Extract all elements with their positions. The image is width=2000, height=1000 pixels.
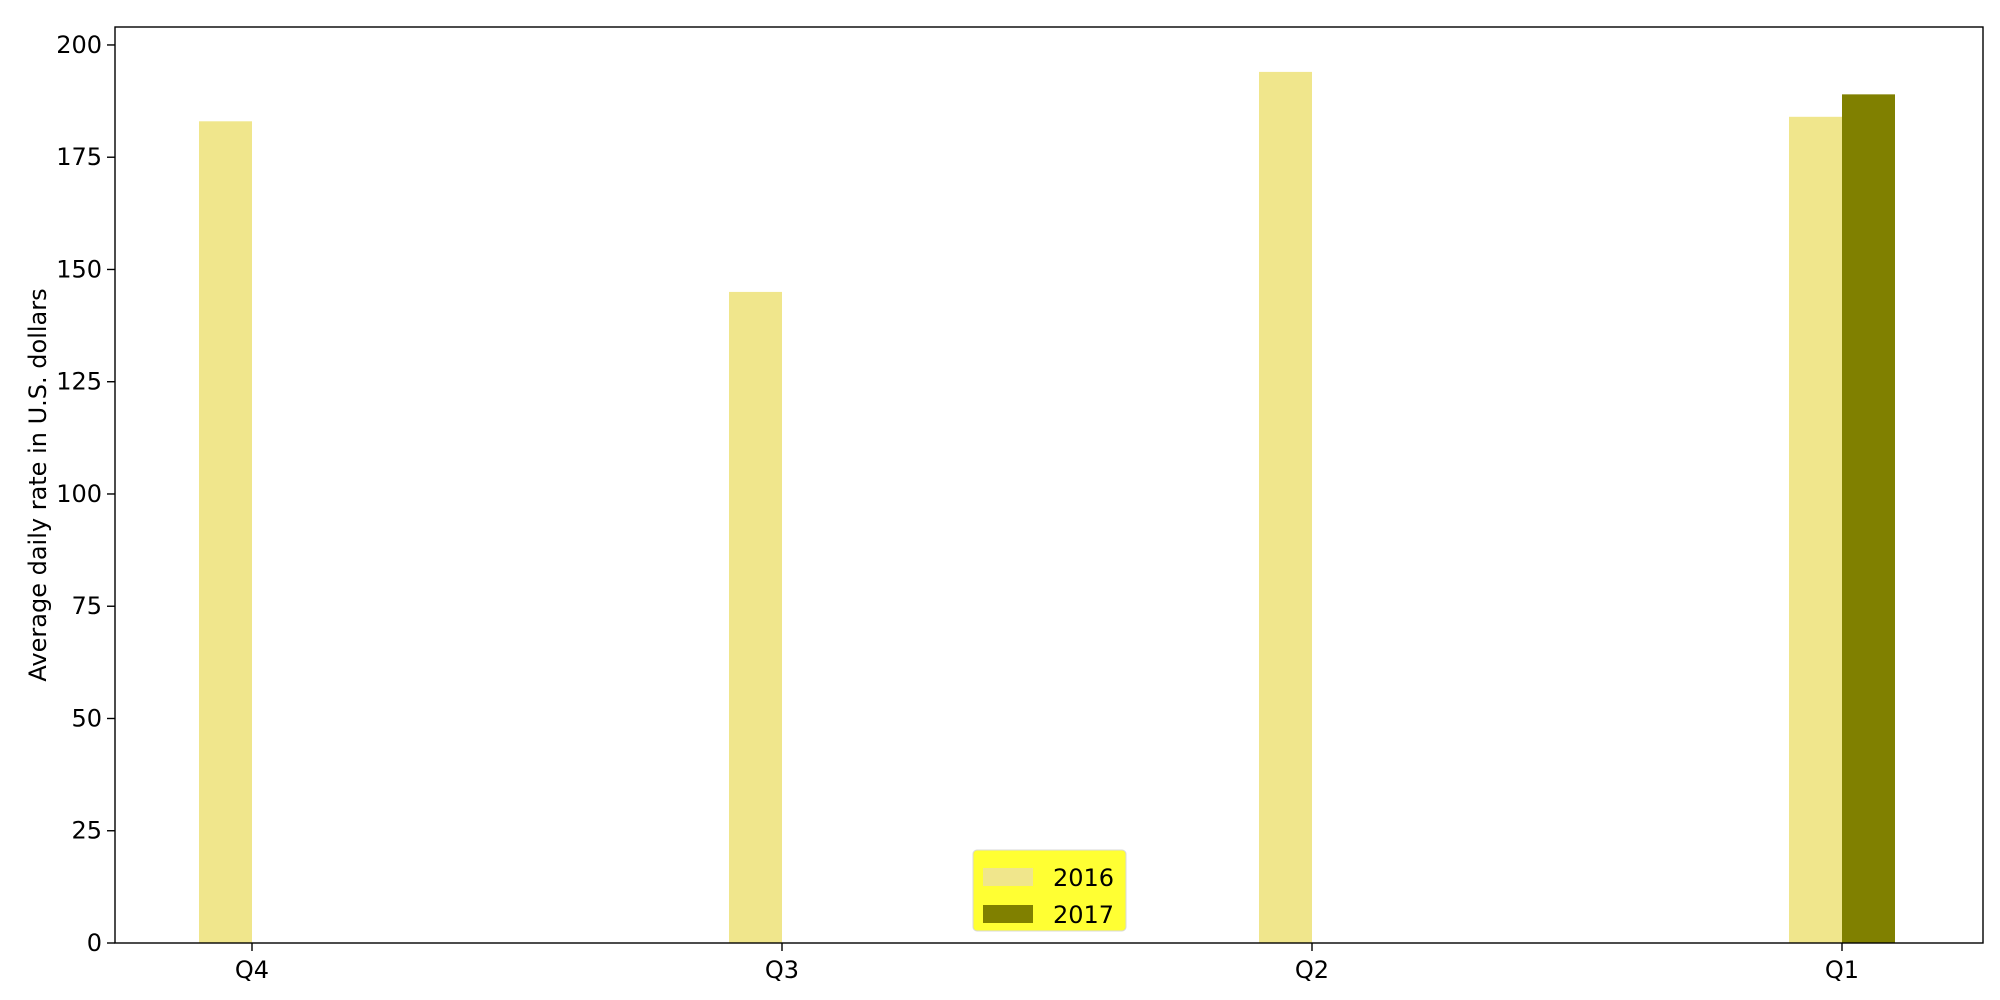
legend: 2016 2017	[972, 849, 1127, 932]
x-axis: Q4 Q3 Q2 Q1	[235, 943, 1859, 984]
bar-2016-Q2	[1259, 71, 1312, 943]
y-tick-label: 125	[56, 368, 102, 396]
legend-swatch-2016	[983, 868, 1033, 886]
plot-frame	[114, 26, 1984, 944]
x-tick-label: Q1	[1825, 956, 1859, 984]
bar-2016-Q4	[199, 121, 252, 943]
y-tick-label: 25	[71, 817, 102, 845]
bars-group	[199, 71, 1895, 943]
bar-2016-Q1	[1789, 116, 1842, 943]
bar-2016-Q3	[729, 291, 782, 943]
x-tick-label: Q4	[235, 956, 269, 984]
y-tick-label: 75	[71, 592, 102, 620]
y-axis: 0 25 50 75 100 125 150 175 200	[56, 31, 115, 957]
y-tick-label: 50	[71, 704, 102, 732]
legend-label-2016: 2016	[1053, 864, 1114, 892]
legend-label-2017: 2017	[1053, 901, 1114, 929]
legend-swatch-2017	[983, 905, 1033, 923]
y-tick-label: 175	[56, 143, 102, 171]
y-tick-label: 100	[56, 480, 102, 508]
y-tick-label: 200	[56, 31, 102, 59]
y-tick-label: 150	[56, 255, 102, 283]
y-axis-title: Average daily rate in U.S. dollars	[24, 288, 52, 681]
y-tick-label: 0	[87, 929, 102, 957]
x-tick-label: Q2	[1295, 956, 1329, 984]
x-tick-label: Q3	[765, 956, 799, 984]
bar-2017-Q1	[1842, 94, 1895, 943]
